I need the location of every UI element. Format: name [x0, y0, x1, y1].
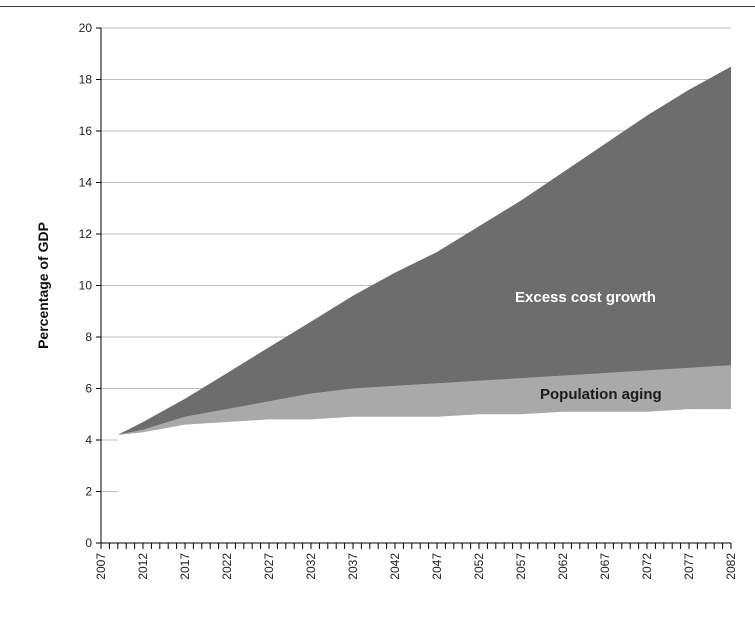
x-tick-label: 2037 [346, 553, 360, 580]
y-axis-ticks: 0 2 4 6 8 10 12 14 16 18 20 [79, 21, 101, 550]
x-tick-label: 2052 [472, 553, 486, 580]
y-tick-label: 10 [79, 279, 93, 293]
x-tick-label: 2022 [220, 553, 234, 580]
x-axis-ticks: 2007 2012 2017 2022 2027 2032 2037 2042 2047 2052… [94, 543, 738, 580]
x-tick-label: 2032 [304, 553, 318, 580]
areas [117, 66, 732, 543]
y-tick-label: 2 [85, 485, 92, 499]
y-tick-label: 4 [85, 433, 92, 447]
excess-cost-growth-label: Excess cost growth [515, 289, 656, 306]
y-tick-label: 6 [85, 382, 92, 396]
x-tick-label: 2082 [724, 553, 738, 580]
y-tick-label: 20 [79, 21, 93, 35]
y-axis-title: Percentage of GDP [35, 222, 51, 349]
x-tick-label: 2027 [262, 553, 276, 580]
population-aging-label: Population aging [540, 386, 662, 403]
y-tick-label: 18 [79, 73, 93, 87]
x-tick-label: 2077 [682, 553, 696, 580]
y-tick-label: 12 [79, 227, 93, 241]
x-tick-label: 2047 [430, 553, 444, 580]
x-tick-label: 2067 [598, 553, 612, 580]
x-tick-label: 2017 [178, 553, 192, 580]
population-aging-area [117, 365, 732, 435]
y-tick-label: 8 [85, 330, 92, 344]
x-tick-label: 2062 [556, 553, 570, 580]
x-tick-label: 2072 [640, 553, 654, 580]
x-tick-label: 2012 [136, 553, 150, 580]
excess-cost-growth-area [117, 66, 732, 435]
top-rule [0, 6, 755, 7]
y-tick-label: 0 [85, 536, 92, 550]
y-tick-label: 16 [79, 124, 93, 138]
x-tick-label: 2057 [514, 553, 528, 580]
x-tick-label: 2007 [94, 553, 108, 580]
y-tick-label: 14 [79, 176, 93, 190]
base-area [117, 409, 732, 543]
x-tick-label: 2042 [388, 553, 402, 580]
